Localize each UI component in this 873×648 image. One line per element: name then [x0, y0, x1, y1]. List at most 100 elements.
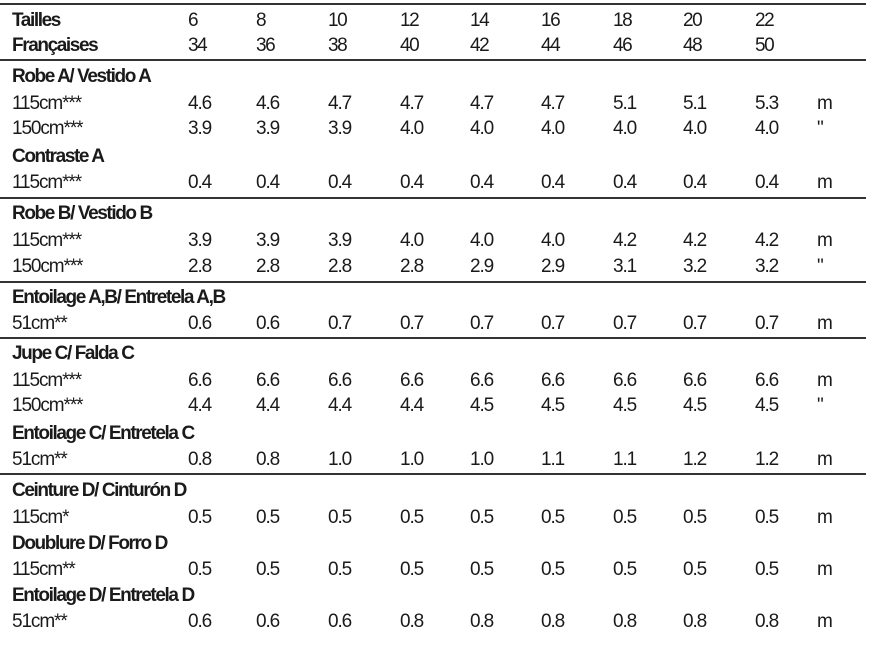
section-title-row: Contraste A	[0, 144, 873, 170]
fabric-row: 51cm** 0.6 0.6 0.7 0.7 0.7 0.7 0.7 0.7 0.7 m	[0, 311, 873, 337]
yardage-value: 4.7	[328, 93, 352, 114]
yardage-value: 0.5	[613, 559, 637, 580]
french-size-cell: 50	[755, 35, 775, 56]
yardage-value: 1.0	[328, 449, 352, 470]
yardage-value: 0.8	[541, 611, 565, 632]
size-cell: 20	[683, 10, 703, 31]
section-title: Contraste A	[12, 146, 105, 167]
yardage-value: 0.4	[755, 172, 779, 193]
section-title: Jupe C/ Falda C	[12, 343, 135, 364]
yardage-value: 4.7	[541, 93, 565, 114]
yardage-value: 3.9	[256, 230, 280, 251]
yardage-value: 0.5	[256, 559, 280, 580]
fabric-width-label: 51cm**	[12, 313, 68, 334]
unit-label: m	[817, 172, 833, 193]
yardage-value: 2.9	[470, 256, 494, 277]
yardage-value: 0.6	[188, 611, 212, 632]
yardage-value: 4.5	[613, 395, 637, 416]
section-title: Entoilage A,B/ Entretela A,B	[12, 287, 226, 308]
yardage-value: 4.0	[541, 118, 565, 139]
size-cell: 8	[256, 10, 267, 31]
yardage-value: 0.5	[683, 559, 707, 580]
yardage-value: 0.8	[470, 611, 494, 632]
yardage-value: 0.7	[470, 313, 494, 334]
section-title-row: Ceinture D/ Cinturón D	[0, 478, 873, 504]
yardage-value: 4.0	[683, 118, 707, 139]
yardage-value: 0.5	[256, 507, 280, 528]
yardage-value: 6.6	[541, 370, 565, 391]
yardage-value: 0.5	[188, 559, 212, 580]
yardage-value: 0.5	[470, 559, 494, 580]
fabric-row: 115cm*** 3.9 3.9 3.9 4.0 4.0 4.0 4.2 4.2 4.2 m	[0, 228, 873, 254]
yardage-value: 0.7	[328, 313, 352, 334]
french-size-cell: 44	[541, 35, 561, 56]
french-size-cell: 40	[400, 35, 420, 56]
fabric-width-label: 115cm**	[12, 559, 76, 580]
size-cell: 18	[613, 10, 633, 31]
french-size-cell: 42	[470, 35, 490, 56]
yardage-value: 5.1	[613, 93, 637, 114]
yardage-value: 0.4	[470, 172, 494, 193]
yardage-value: 3.9	[328, 230, 352, 251]
yardage-value: 3.2	[755, 256, 779, 277]
yardage-value: 4.5	[541, 395, 565, 416]
fabric-width-label: 150cm***	[12, 256, 84, 277]
french-size-cell: 34	[188, 35, 208, 56]
section-title: Ceinture D/ Cinturón D	[12, 480, 187, 501]
yardage-value: 5.1	[683, 93, 707, 114]
yardage-value: 6.6	[188, 370, 212, 391]
yardage-value: 4.0	[400, 118, 424, 139]
yardage-value: 4.0	[541, 230, 565, 251]
sizes-label: Tailles	[12, 10, 61, 31]
yardage-value: 4.2	[755, 230, 779, 251]
yardage-value: 0.5	[400, 559, 424, 580]
yardage-value: 1.2	[755, 449, 779, 470]
yardage-value: 0.7	[400, 313, 424, 334]
yardage-value: 3.9	[328, 118, 352, 139]
yardage-value: 0.5	[328, 559, 352, 580]
fabric-row: 115cm** 0.5 0.5 0.5 0.5 0.5 0.5 0.5 0.5 0.5 m	[0, 557, 873, 583]
yardage-value: 2.8	[400, 256, 424, 277]
yardage-value: 3.9	[188, 118, 212, 139]
fabric-row: 115cm*** 0.4 0.4 0.4 0.4 0.4 0.4 0.4 0.4 0.4 m	[0, 170, 873, 196]
yardage-value: 4.5	[755, 395, 779, 416]
yardage-value: 4.4	[188, 395, 212, 416]
section-divider	[0, 59, 866, 61]
yardage-value: 0.5	[683, 507, 707, 528]
yardage-value: 0.5	[613, 507, 637, 528]
yardage-value: 6.6	[256, 370, 280, 391]
yardage-value: 3.9	[256, 118, 280, 139]
yardage-value: 4.6	[188, 93, 212, 114]
yardage-value: 4.4	[256, 395, 280, 416]
yardage-value: 2.8	[328, 256, 352, 277]
fabric-row: 150cm*** 2.8 2.8 2.8 2.8 2.9 2.9 3.1 3.2 3.2 "	[0, 254, 873, 280]
section-title: Robe B/ Vestido B	[12, 203, 153, 224]
unit-label: m	[817, 559, 833, 580]
yardage-value: 1.2	[683, 449, 707, 470]
yardage-value: 2.8	[256, 256, 280, 277]
yardage-value: 0.8	[400, 611, 424, 632]
yardage-value: 4.5	[470, 395, 494, 416]
fabric-width-label: 115cm***	[12, 172, 82, 193]
yardage-value: 0.8	[256, 449, 280, 470]
french-sizes-label: Françaises	[12, 35, 99, 56]
top-rule	[0, 3, 866, 5]
yardage-value: 0.7	[755, 313, 779, 334]
yardage-value: 0.4	[188, 172, 212, 193]
yardage-value: 4.0	[613, 118, 637, 139]
yardage-value: 0.6	[328, 611, 352, 632]
fabric-row: 51cm** 0.8 0.8 1.0 1.0 1.0 1.1 1.1 1.2 1.2 m	[0, 447, 873, 473]
yardage-value: 4.4	[400, 395, 424, 416]
size-cell: 16	[541, 10, 561, 31]
yardage-value: 0.6	[256, 313, 280, 334]
yardage-value: 6.6	[400, 370, 424, 391]
section-title: Entoilage D/ Entretela D	[12, 585, 195, 606]
fabric-width-label: 51cm**	[12, 449, 68, 470]
size-cell: 6	[188, 10, 199, 31]
yardage-value: 1.1	[613, 449, 637, 470]
section-title: Doublure D/ Forro D	[12, 533, 168, 554]
unit-label: m	[817, 611, 833, 632]
yardage-value: 3.1	[613, 256, 637, 277]
yardage-value: 4.7	[470, 93, 494, 114]
